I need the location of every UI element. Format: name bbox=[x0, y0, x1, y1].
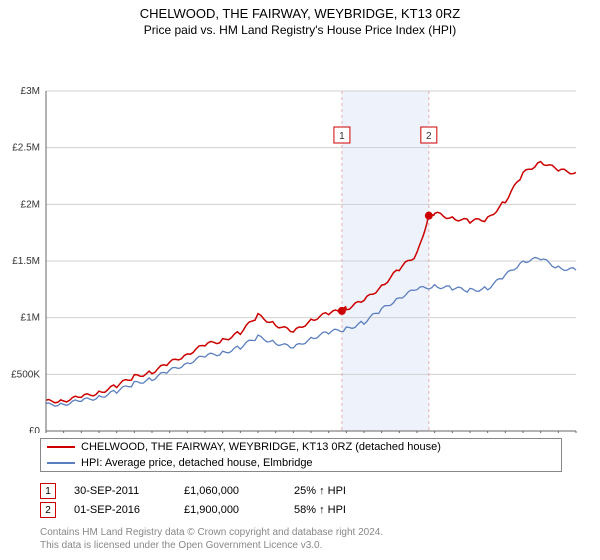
legend: CHELWOOD, THE FAIRWAY, WEYBRIDGE, KT13 0… bbox=[40, 438, 562, 472]
series-price_paid bbox=[46, 162, 576, 403]
transaction-badge: 2 bbox=[40, 502, 56, 518]
transaction-date: 01-SEP-2016 bbox=[74, 504, 184, 516]
marker-dot bbox=[425, 212, 433, 220]
y-tick-label: £3M bbox=[21, 86, 40, 97]
chart-subtitle: Price paid vs. HM Land Registry's House … bbox=[0, 21, 600, 41]
transaction-pct: 25% ↑ HPI bbox=[294, 485, 374, 497]
transaction-price: £1,900,000 bbox=[184, 504, 294, 516]
chart-title: CHELWOOD, THE FAIRWAY, WEYBRIDGE, KT13 0… bbox=[0, 0, 600, 21]
attribution-line: This data is licensed under the Open Gov… bbox=[40, 539, 383, 552]
attribution-line: Contains HM Land Registry data © Crown c… bbox=[40, 526, 383, 539]
y-tick-label: £500K bbox=[11, 369, 40, 380]
legend-swatch bbox=[47, 446, 75, 448]
transaction-badge: 1 bbox=[40, 483, 56, 499]
marker-dot bbox=[338, 307, 346, 315]
y-tick-label: £1.5M bbox=[12, 256, 40, 267]
y-tick-label: £2.5M bbox=[12, 143, 40, 154]
y-tick-label: £2M bbox=[21, 199, 40, 210]
transaction-row: 1 30-SEP-2011£1,060,00025% ↑ HPI bbox=[40, 483, 374, 499]
y-tick-label: £0 bbox=[29, 426, 41, 433]
price-chart: £0£500K£1M£1.5M£2M£2.5M£3M19951996199719… bbox=[0, 41, 600, 433]
transaction-price: £1,060,000 bbox=[184, 485, 294, 497]
marker-badge-label: 2 bbox=[426, 131, 432, 142]
transaction-table: 1 30-SEP-2011£1,060,00025% ↑ HPI 2 01-SEP-2… bbox=[40, 480, 374, 521]
legend-label: CHELWOOD, THE FAIRWAY, WEYBRIDGE, KT13 0… bbox=[81, 441, 441, 453]
legend-row: CHELWOOD, THE FAIRWAY, WEYBRIDGE, KT13 0… bbox=[41, 439, 561, 455]
marker-badge-label: 1 bbox=[339, 131, 345, 142]
series-hpi bbox=[46, 258, 576, 407]
transaction-date: 30-SEP-2011 bbox=[74, 485, 184, 497]
legend-row: HPI: Average price, detached house, Elmb… bbox=[41, 455, 561, 471]
transaction-row: 2 01-SEP-2016£1,900,00058% ↑ HPI bbox=[40, 502, 374, 518]
attribution: Contains HM Land Registry data © Crown c… bbox=[40, 526, 383, 552]
transaction-pct: 58% ↑ HPI bbox=[294, 504, 374, 516]
legend-label: HPI: Average price, detached house, Elmb… bbox=[81, 457, 313, 469]
legend-swatch bbox=[47, 462, 75, 464]
y-tick-label: £1M bbox=[21, 313, 40, 324]
